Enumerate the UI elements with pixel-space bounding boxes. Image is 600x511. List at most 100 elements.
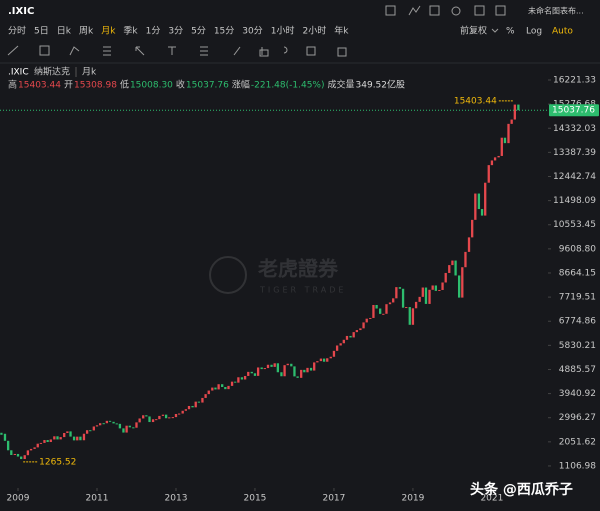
- candle: [369, 317, 372, 319]
- period-tab[interactable]: 5日: [34, 26, 49, 37]
- percent[interactable]: %: [506, 27, 515, 37]
- candle: [122, 428, 125, 433]
- candle: [161, 414, 165, 416]
- candle: [474, 193, 477, 220]
- period-tab[interactable]: 年k: [334, 25, 349, 37]
- x-tick-label: 2019: [401, 494, 424, 504]
- auto[interactable]: Auto: [552, 27, 573, 37]
- candle: [421, 287, 424, 297]
- candle: [480, 209, 484, 216]
- candle: [181, 410, 184, 414]
- candle: [293, 366, 296, 377]
- candle: [184, 409, 188, 411]
- info-name: 纳斯达克: [34, 66, 70, 78]
- period-tab[interactable]: 5分: [191, 26, 206, 37]
- log[interactable]: Log: [526, 27, 542, 37]
- period-tab[interactable]: 季k: [123, 25, 138, 37]
- candle: [95, 425, 99, 427]
- candle: [66, 431, 69, 433]
- period-tab[interactable]: 1分: [146, 26, 161, 37]
- watermark: 老虎證券 TIGER TRADE: [209, 256, 343, 295]
- stat-value: 349.52亿股: [356, 79, 406, 91]
- candle: [303, 369, 306, 373]
- y-tick-label: 12442.74: [553, 172, 596, 182]
- candle: [128, 425, 131, 428]
- candle: [43, 440, 46, 443]
- stats: 高 15403.44 开 15308.98 低 15008.30 收 15037.76 涨幅 -2…: [8, 79, 405, 91]
- period-tab[interactable]: 分时: [8, 25, 26, 37]
- stat-label: 成交量: [328, 79, 355, 91]
- min-label: 1265.52: [39, 457, 76, 467]
- candle: [322, 358, 326, 362]
- candle: [234, 381, 237, 383]
- candle: [168, 417, 171, 419]
- candle: [72, 436, 76, 441]
- candle: [411, 308, 415, 325]
- y-tick-label: 7719.51: [559, 293, 596, 303]
- y-tick-label: 1106.98: [559, 461, 596, 471]
- candle: [191, 405, 194, 408]
- candle: [53, 436, 56, 440]
- period-tab[interactable]: 3分: [168, 26, 183, 37]
- candle: [388, 302, 392, 305]
- candle: [349, 335, 352, 338]
- candle: [385, 304, 388, 314]
- candle: [63, 432, 66, 438]
- info-period[interactable]: 月k: [82, 67, 97, 78]
- candle: [408, 307, 411, 325]
- period-tab[interactable]: 1小时: [271, 25, 295, 37]
- x-tick-label: 2013: [165, 494, 188, 504]
- max-label: 15403.44: [454, 96, 497, 106]
- period-tab[interactable]: 30分: [242, 26, 262, 37]
- period-tab[interactable]: 周k: [79, 26, 94, 37]
- plot: 1106.98 2051.62 2996.27 3940.92 4885.57 5830.…: [0, 76, 599, 504]
- x-tick-label: 2017: [322, 494, 345, 504]
- candle: [125, 425, 128, 433]
- candle: [112, 421, 115, 424]
- candle: [342, 339, 345, 344]
- period-tab[interactable]: 2小时: [302, 25, 326, 37]
- candle: [517, 104, 520, 111]
- candle: [306, 367, 309, 373]
- candle: [329, 356, 332, 359]
- candle: [283, 365, 286, 377]
- candle: [155, 419, 158, 421]
- candle: [20, 456, 23, 460]
- y-tick-label: 11498.09: [553, 196, 596, 206]
- candle: [76, 436, 79, 441]
- period-tabs: 分时 5日 日k 周k 月k 季k 1分 3分 5分 15分 30分 1小时 2小时 年k: [8, 25, 349, 37]
- candle: [237, 377, 240, 383]
- period-tab[interactable]: 15分: [214, 26, 234, 37]
- candle: [253, 373, 257, 376]
- info-symbol: .IXIC: [8, 68, 29, 78]
- y-tick-label: 9608.80: [559, 244, 596, 254]
- candle: [454, 260, 457, 276]
- y-tick-label: 10553.45: [553, 220, 596, 230]
- candle: [352, 332, 355, 338]
- period-tab[interactable]: 月k: [101, 26, 116, 37]
- adjust[interactable]: 前复权: [460, 25, 487, 37]
- stat-label: 开: [64, 80, 73, 91]
- candle: [56, 436, 59, 440]
- candle: [247, 371, 250, 376]
- candle: [79, 436, 82, 441]
- drawing-tools: [7, 45, 347, 57]
- candle: [418, 296, 421, 302]
- candle: [0, 432, 3, 435]
- candle: [214, 387, 217, 390]
- candle: [145, 415, 148, 417]
- candle: [23, 455, 26, 460]
- candle: [359, 328, 362, 331]
- candle: [69, 431, 72, 437]
- period-tab[interactable]: 日k: [57, 26, 72, 37]
- candle: [171, 417, 174, 419]
- candle: [392, 298, 395, 303]
- candle: [345, 335, 349, 340]
- candle: [224, 387, 227, 390]
- candle: [82, 433, 86, 441]
- layout-name[interactable]: 未命名图表布...: [528, 6, 584, 16]
- candle: [434, 285, 437, 291]
- stat-label: 低: [120, 79, 129, 91]
- candle: [319, 358, 323, 362]
- candle: [49, 439, 52, 443]
